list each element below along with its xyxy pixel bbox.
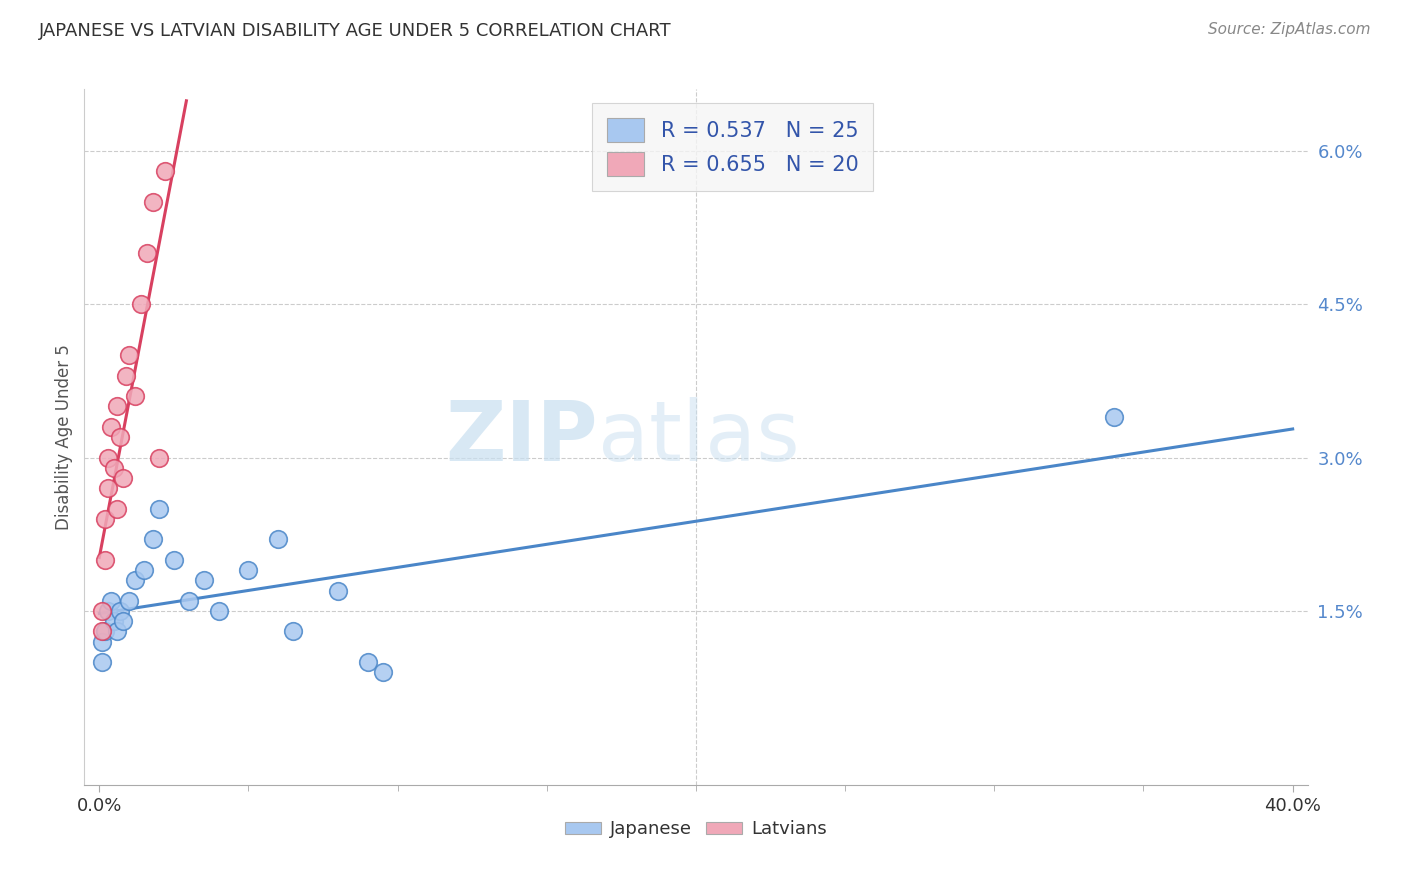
Text: Source: ZipAtlas.com: Source: ZipAtlas.com [1208,22,1371,37]
Point [94,553,117,567]
Text: ZIP: ZIP [446,397,598,477]
Point [100,420,122,434]
Point [97,481,120,495]
Point [357,655,380,669]
Point [91,624,114,639]
Point [267,533,290,547]
Point [163,553,186,567]
Text: atlas: atlas [598,397,800,477]
Text: JAPANESE VS LATVIAN DISABILITY AGE UNDER 5 CORRELATION CHART: JAPANESE VS LATVIAN DISABILITY AGE UNDER… [39,22,672,40]
Point [97,450,120,465]
Point [112,614,135,628]
Point [124,574,146,588]
Point [105,624,128,639]
Point [108,604,131,618]
Point [238,563,260,577]
Point [193,574,215,588]
Point [91,604,114,618]
Point [371,665,394,680]
Point [94,512,117,526]
Point [112,471,135,485]
Point [148,450,170,465]
Point [97,604,120,618]
Point [153,164,176,178]
Point [118,348,141,362]
Point [91,634,114,648]
Point [177,594,200,608]
Point [326,583,349,598]
Point [115,368,138,383]
Point [142,194,165,209]
Legend: Japanese, Latvians: Japanese, Latvians [558,814,834,846]
Point [100,594,122,608]
Point [103,614,125,628]
Point [105,501,128,516]
Point [148,501,170,516]
Point [105,400,128,414]
Point [136,246,159,260]
Point [118,594,141,608]
Y-axis label: Disability Age Under 5: Disability Age Under 5 [55,344,73,530]
Point [207,604,229,618]
Point [1102,409,1125,424]
Point [129,297,152,311]
Point [91,655,114,669]
Point [94,624,117,639]
Point [108,430,131,444]
Point [124,389,146,403]
Point [103,460,125,475]
Point [142,533,165,547]
Point [132,563,155,577]
Point [283,624,305,639]
